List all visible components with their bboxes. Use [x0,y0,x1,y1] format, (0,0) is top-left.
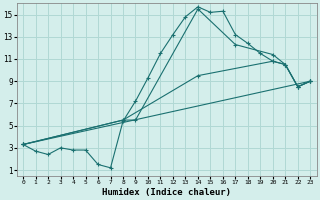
X-axis label: Humidex (Indice chaleur): Humidex (Indice chaleur) [102,188,231,197]
